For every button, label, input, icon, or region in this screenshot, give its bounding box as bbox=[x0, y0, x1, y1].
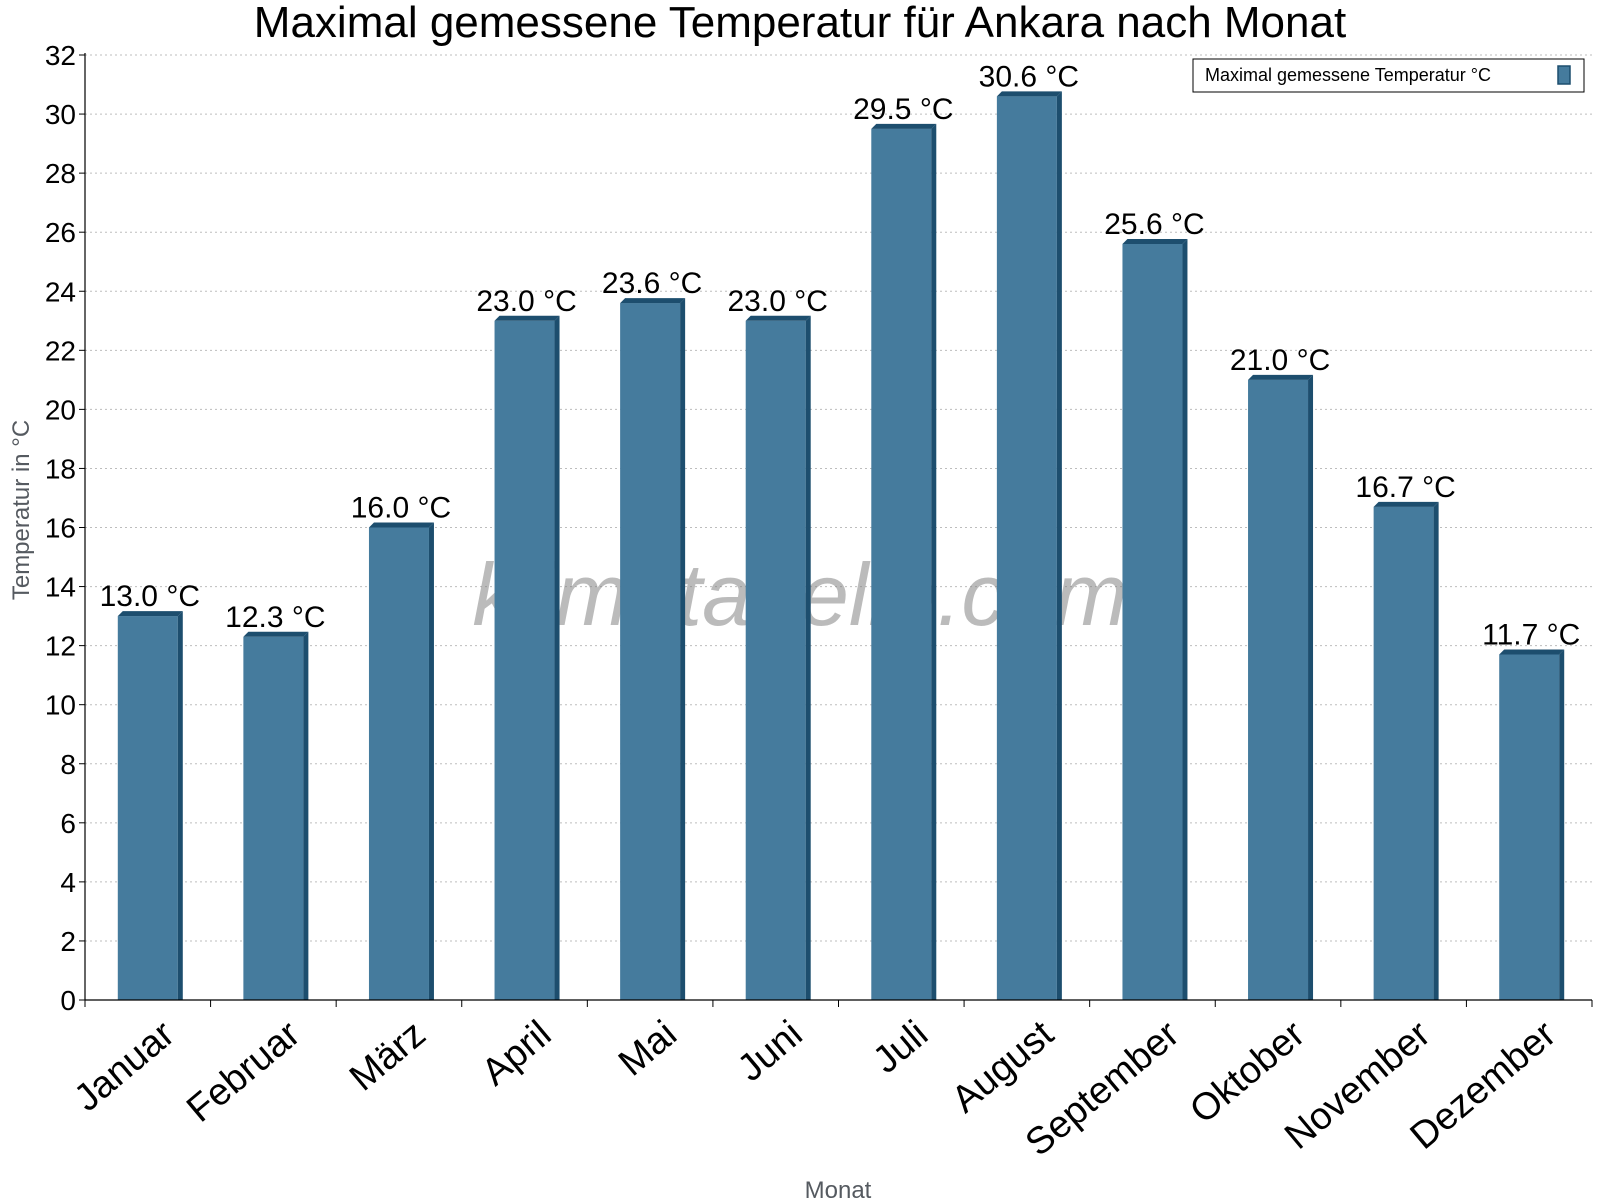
bar bbox=[494, 320, 555, 1000]
bar-side-face bbox=[1559, 649, 1565, 1000]
bar-value-label: 21.0 °C bbox=[1230, 344, 1330, 377]
bar-side-face bbox=[1433, 501, 1439, 1000]
bar-side-face bbox=[1308, 374, 1314, 1000]
bar-top-face bbox=[1499, 649, 1565, 655]
bar bbox=[1499, 654, 1560, 1000]
bar-side-face bbox=[931, 123, 937, 1000]
y-tick-label: 32 bbox=[45, 40, 76, 71]
bar bbox=[745, 320, 806, 1000]
bar-top-face bbox=[117, 611, 183, 617]
bar bbox=[368, 527, 429, 1000]
x-tick-label: März bbox=[342, 1013, 434, 1099]
bar-side-face bbox=[805, 315, 811, 1000]
bar-value-label: 11.7 °C bbox=[1482, 618, 1580, 651]
y-tick-label: 30 bbox=[45, 99, 76, 130]
x-tick-label: Juni bbox=[730, 1013, 810, 1090]
bar bbox=[871, 128, 932, 1000]
legend-label: Maximal gemessene Temperatur °C bbox=[1205, 65, 1491, 85]
y-tick-label: 26 bbox=[45, 217, 76, 248]
y-tick-label: 28 bbox=[45, 158, 76, 189]
bar bbox=[1248, 379, 1309, 1000]
bar bbox=[1373, 506, 1434, 1000]
bar-top-face bbox=[368, 522, 434, 528]
bar bbox=[117, 616, 178, 1000]
bar-top-face bbox=[996, 91, 1062, 97]
bar-top-face bbox=[620, 298, 686, 304]
x-tick-label: April bbox=[474, 1013, 559, 1094]
bar-side-face bbox=[1182, 239, 1188, 1000]
bar-value-label: 23.0 °C bbox=[728, 285, 828, 318]
y-tick-label: 0 bbox=[60, 985, 76, 1016]
bar-value-label: 16.7 °C bbox=[1355, 471, 1455, 504]
y-tick-label: 24 bbox=[45, 276, 76, 307]
x-tick-label: Juli bbox=[865, 1013, 936, 1082]
x-tick-label: Januar bbox=[67, 1013, 183, 1120]
legend-box bbox=[1192, 58, 1585, 93]
bars-group: 13.0 °C 12.3 °C 16.0 °C 23.0 °C 23.6 °C 23.0 … bbox=[100, 60, 1580, 1000]
bar bbox=[620, 303, 681, 1000]
y-tick-label: 12 bbox=[45, 631, 76, 662]
y-tick-label: 20 bbox=[45, 394, 76, 425]
bar-top-face bbox=[1122, 239, 1188, 244]
legend: Maximal gemessene Temperatur °C bbox=[1192, 58, 1585, 93]
y-tick-label: 22 bbox=[45, 335, 76, 366]
grid-lines bbox=[85, 54, 1592, 942]
bar-value-label: 23.6 °C bbox=[602, 267, 702, 300]
y-tick-label: 8 bbox=[60, 749, 76, 780]
bar-top-face bbox=[745, 315, 811, 321]
bar-top-face bbox=[494, 315, 560, 321]
x-tick-label: Februar bbox=[179, 1013, 308, 1131]
legend-swatch bbox=[1557, 65, 1571, 85]
bar-value-label: 29.5 °C bbox=[853, 93, 953, 126]
chart-title: Maximal gemessene Temperatur für Ankara … bbox=[254, 0, 1346, 47]
bar-side-face bbox=[680, 298, 686, 1000]
x-axis-label: Monat bbox=[805, 1177, 872, 1200]
y-tick-label: 14 bbox=[45, 572, 76, 603]
bar-side-face bbox=[554, 315, 560, 1000]
bar-side-face bbox=[428, 522, 434, 1000]
y-tick-label: 18 bbox=[45, 453, 76, 484]
y-axis-label: Temperatur in °C bbox=[8, 420, 35, 600]
bar-top-face bbox=[243, 631, 309, 637]
x-tick-label: Mai bbox=[611, 1013, 685, 1085]
bar-value-label: 12.3 °C bbox=[225, 601, 325, 634]
bar-value-label: 25.6 °C bbox=[1104, 208, 1204, 241]
bar-value-label: 13.0 °C bbox=[100, 580, 200, 613]
bar bbox=[996, 96, 1057, 1000]
bar-top-face bbox=[871, 123, 937, 129]
y-tick-label: 16 bbox=[45, 513, 76, 544]
x-tick-label: August bbox=[944, 1013, 1062, 1122]
bar-top-face bbox=[1248, 374, 1314, 380]
bar-side-face bbox=[1056, 91, 1062, 1000]
y-tick-label: 6 bbox=[60, 808, 76, 839]
bar bbox=[1122, 244, 1183, 1000]
bar-top-face bbox=[1373, 501, 1439, 507]
bar bbox=[243, 636, 304, 1000]
y-tick-label: 10 bbox=[45, 690, 76, 721]
y-tick-label: 2 bbox=[60, 926, 76, 957]
bar-value-label: 23.0 °C bbox=[476, 285, 576, 318]
bar-value-label: 16.0 °C bbox=[351, 492, 451, 525]
bar-value-label: 30.6 °C bbox=[979, 60, 1079, 93]
bar-side-face bbox=[177, 611, 183, 1000]
bar-side-face bbox=[303, 631, 309, 1000]
y-tick-label: 4 bbox=[60, 867, 76, 898]
